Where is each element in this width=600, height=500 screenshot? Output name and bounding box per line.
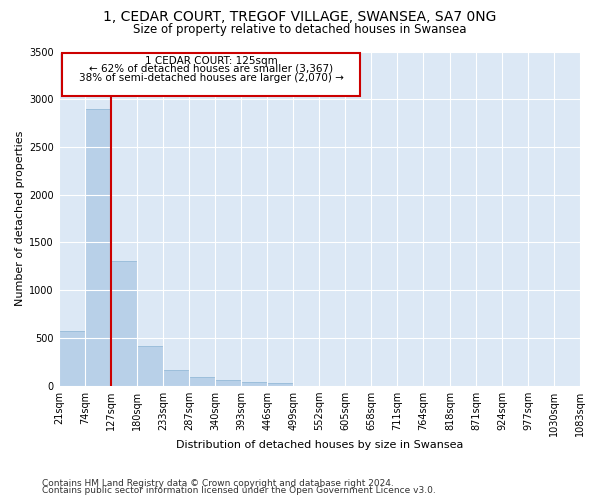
X-axis label: Distribution of detached houses by size in Swansea: Distribution of detached houses by size …	[176, 440, 463, 450]
Bar	[111, 260, 137, 386]
Bar	[163, 370, 190, 386]
Bar	[241, 382, 268, 386]
Text: Contains public sector information licensed under the Open Government Licence v3: Contains public sector information licen…	[42, 486, 436, 495]
Text: ← 62% of detached houses are smaller (3,367): ← 62% of detached houses are smaller (3,…	[89, 64, 333, 74]
Text: Contains HM Land Registry data © Crown copyright and database right 2024.: Contains HM Land Registry data © Crown c…	[42, 478, 394, 488]
Y-axis label: Number of detached properties: Number of detached properties	[15, 131, 25, 306]
Bar	[190, 377, 215, 386]
Text: Size of property relative to detached houses in Swansea: Size of property relative to detached ho…	[133, 22, 467, 36]
Text: 1 CEDAR COURT: 125sqm: 1 CEDAR COURT: 125sqm	[145, 56, 278, 66]
Text: 1, CEDAR COURT, TREGOF VILLAGE, SWANSEA, SA7 0NG: 1, CEDAR COURT, TREGOF VILLAGE, SWANSEA,…	[103, 10, 497, 24]
Bar	[59, 332, 85, 386]
Bar	[137, 346, 163, 386]
FancyBboxPatch shape	[62, 54, 360, 96]
Bar	[85, 109, 111, 386]
Bar	[215, 380, 241, 386]
Text: 38% of semi-detached houses are larger (2,070) →: 38% of semi-detached houses are larger (…	[79, 72, 344, 83]
Bar	[268, 384, 293, 386]
